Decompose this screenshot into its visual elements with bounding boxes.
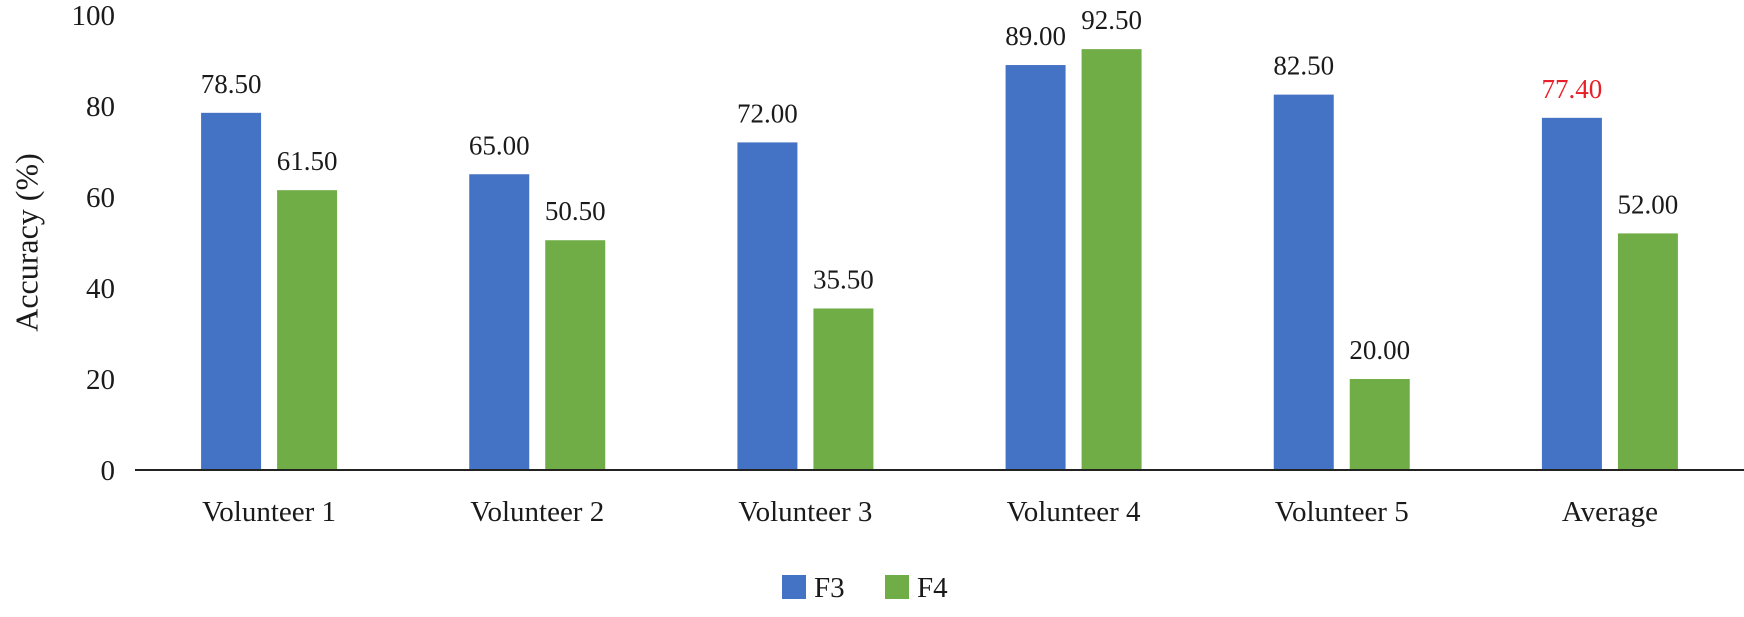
legend-swatch-f3	[782, 575, 806, 599]
data-label-f3-2: 65.00	[469, 130, 530, 160]
y-tick-label: 0	[101, 455, 116, 487]
data-label-f4-3: 35.50	[813, 264, 874, 294]
bar-f3-4	[1005, 65, 1066, 471]
y-tick-label: 20	[86, 364, 115, 396]
bar-f4-3	[813, 308, 874, 470]
data-label-f3-6: 77.40	[1542, 74, 1603, 104]
bar-f3-1	[201, 112, 262, 470]
data-label-f4-6: 52.00	[1618, 189, 1679, 219]
data-label-f4-5: 20.00	[1349, 335, 1410, 365]
data-label-f3-3: 72.00	[737, 98, 798, 128]
y-tick-label: 40	[86, 273, 115, 305]
data-label-f4-4: 92.50	[1081, 5, 1142, 35]
data-label-f4-1: 61.50	[277, 146, 338, 176]
category-label: Average	[1562, 496, 1658, 528]
legend-swatch-f4	[885, 575, 909, 599]
bar-f4-6	[1617, 233, 1678, 470]
data-label-f3-1: 78.50	[201, 69, 262, 99]
category-labels: Volunteer 1 Volunteer 2 Volunteer 3 Volunte…	[202, 496, 1658, 528]
y-axis-title: Accuracy (%)	[8, 153, 44, 332]
legend: F3 F4	[782, 572, 948, 604]
bar-f4-5	[1349, 379, 1410, 470]
bar-f3-3	[737, 142, 798, 470]
data-labels: 78.50 61.50 65.00 50.50 72.00 35.50 89.00 92.50…	[201, 5, 1679, 365]
legend-label-f4: F4	[917, 572, 948, 604]
bar-f4-4	[1081, 49, 1142, 470]
category-label: Volunteer 5	[1275, 496, 1409, 528]
category-label: Volunteer 2	[470, 496, 604, 528]
y-axis-ticks: 0 20 40 60 80 100	[72, 0, 116, 487]
y-tick-label: 60	[86, 182, 115, 214]
data-label-f4-2: 50.50	[545, 196, 606, 226]
y-tick-label: 80	[86, 91, 115, 123]
category-label: Volunteer 3	[738, 496, 872, 528]
category-label: Volunteer 1	[202, 496, 336, 528]
bar-f4-2	[545, 240, 606, 470]
category-label: Volunteer 4	[1007, 496, 1141, 528]
legend-label-f3: F3	[814, 572, 845, 604]
bar-f4-1	[277, 190, 338, 471]
bars	[201, 49, 1678, 471]
bar-f3-5	[1273, 94, 1334, 470]
y-tick-label: 100	[72, 0, 116, 32]
bar-f3-6	[1541, 117, 1602, 470]
data-label-f3-4: 89.00	[1005, 21, 1066, 51]
data-label-f3-5: 82.50	[1273, 51, 1334, 81]
bar-f3-2	[469, 174, 530, 470]
